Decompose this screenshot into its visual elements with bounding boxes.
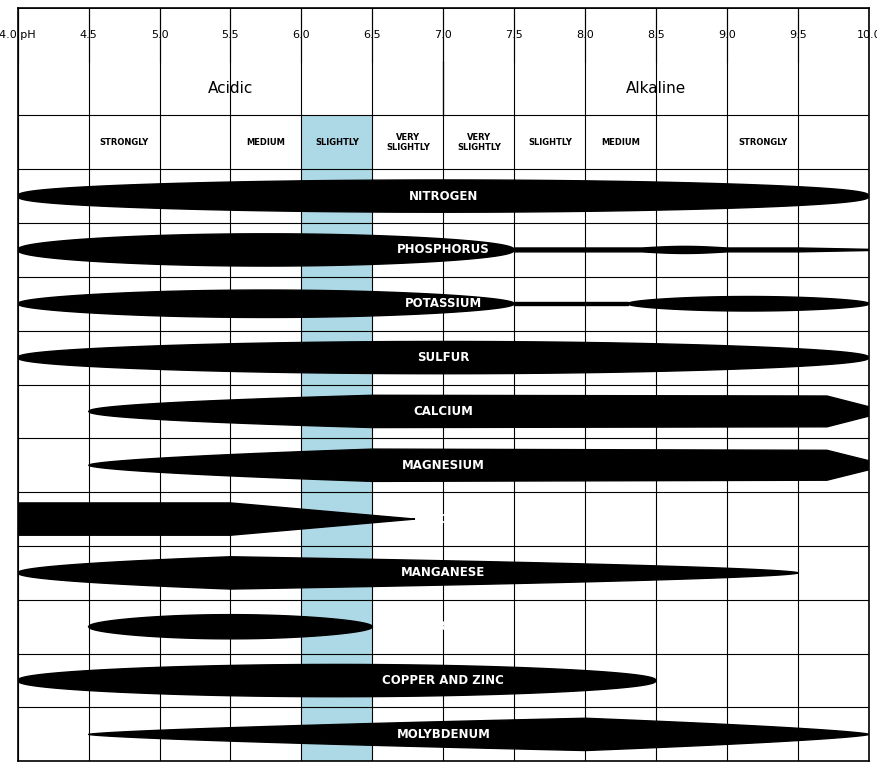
Text: VERY
SLIGHTLY: VERY SLIGHTLY	[386, 132, 430, 152]
Polygon shape	[514, 246, 868, 254]
Text: IRON: IRON	[426, 513, 460, 525]
Text: BORON: BORON	[419, 621, 467, 633]
Text: 7.5: 7.5	[505, 29, 523, 40]
Text: SLIGHTLY: SLIGHTLY	[315, 138, 359, 147]
Text: MAGNESIUM: MAGNESIUM	[402, 459, 484, 471]
Polygon shape	[18, 664, 655, 697]
Polygon shape	[89, 718, 868, 751]
Text: 10.0: 10.0	[856, 29, 877, 40]
Text: 5.5: 5.5	[221, 29, 239, 40]
Text: NITROGEN: NITROGEN	[408, 190, 478, 202]
Polygon shape	[627, 297, 868, 311]
Text: STRONGLY: STRONGLY	[99, 138, 148, 147]
Polygon shape	[18, 234, 514, 266]
Text: MEDIUM: MEDIUM	[246, 138, 285, 147]
Text: PHOSPHORUS: PHOSPHORUS	[396, 244, 489, 256]
Text: Acidic: Acidic	[208, 81, 253, 96]
Polygon shape	[18, 503, 415, 535]
Bar	[301, 115, 372, 761]
Text: 8.0: 8.0	[576, 29, 594, 40]
Text: Alkaline: Alkaline	[625, 81, 686, 96]
Polygon shape	[18, 557, 797, 589]
Text: 9.5: 9.5	[788, 29, 806, 40]
Polygon shape	[89, 449, 868, 481]
Text: SLIGHTLY: SLIGHTLY	[527, 138, 571, 147]
Text: COPPER AND ZINC: COPPER AND ZINC	[382, 674, 503, 687]
Text: 9.0: 9.0	[717, 29, 735, 40]
Text: POTASSIUM: POTASSIUM	[404, 298, 481, 310]
Text: VERY
SLIGHTLY: VERY SLIGHTLY	[456, 132, 500, 152]
Polygon shape	[18, 341, 868, 374]
Text: 8.5: 8.5	[646, 29, 665, 40]
Text: 4.0 pH: 4.0 pH	[0, 29, 36, 40]
Polygon shape	[89, 614, 372, 639]
Text: 6.0: 6.0	[292, 29, 310, 40]
Polygon shape	[514, 302, 627, 305]
Text: 6.5: 6.5	[363, 29, 381, 40]
Text: SULFUR: SULFUR	[417, 351, 469, 364]
Text: 7.0: 7.0	[434, 29, 452, 40]
Polygon shape	[18, 290, 514, 318]
Text: MANGANESE: MANGANESE	[401, 567, 485, 579]
Text: 5.0: 5.0	[151, 29, 168, 40]
Polygon shape	[89, 395, 868, 428]
Text: 4.5: 4.5	[80, 29, 97, 40]
Text: STRONGLY: STRONGLY	[738, 138, 787, 147]
Text: MEDIUM: MEDIUM	[601, 138, 639, 147]
Text: MOLYBDENUM: MOLYBDENUM	[396, 728, 489, 741]
Text: CALCIUM: CALCIUM	[413, 405, 473, 418]
Polygon shape	[18, 180, 868, 212]
